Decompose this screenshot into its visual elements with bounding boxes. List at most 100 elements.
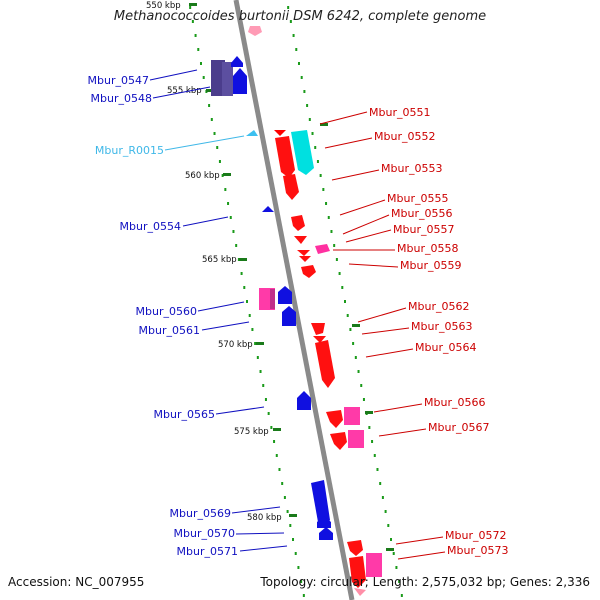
guide-dot <box>289 20 292 23</box>
guide-dot <box>221 174 224 177</box>
genome-stats: Topology: circular; Length: 2,575,032 bp… <box>260 575 590 589</box>
kbp-label-555: 555 kbp <box>167 86 202 96</box>
gene-label[interactable]: Mbur_0553 <box>381 162 442 175</box>
gene-feature-mbur-0553[interactable] <box>283 174 299 200</box>
guide-dot <box>398 580 401 583</box>
genome-backbone <box>233 0 355 600</box>
guide-dot <box>243 286 246 289</box>
guide-dot <box>199 62 202 65</box>
guide-dot <box>229 216 232 219</box>
gene-label[interactable]: Mbur_0555 <box>387 192 448 205</box>
guide-dot <box>373 454 376 457</box>
guide-dot <box>384 510 387 513</box>
guide-dot <box>292 538 295 541</box>
kbp-label-570: 570 kbp <box>218 340 253 350</box>
guide-dot <box>251 328 254 331</box>
gene-label[interactable]: Mbur_0571 <box>177 545 238 558</box>
gene-feature-mbur-0572[interactable] <box>347 540 363 556</box>
guide-dot <box>338 272 341 275</box>
gene-feature-mbur-0571[interactable] <box>319 527 333 540</box>
guide-dot <box>294 552 297 555</box>
guide-dot <box>379 482 382 485</box>
gene-features <box>211 26 382 596</box>
guide-dot <box>248 314 251 317</box>
gene-feature <box>278 286 292 304</box>
gene-feature-mbur-0566[interactable] <box>326 410 343 428</box>
guide-tracks <box>189 6 403 597</box>
svg-text:550 kbp: 550 kbp <box>146 1 181 11</box>
kbp-label-575: 575 kbp <box>234 427 269 437</box>
guide-dot <box>346 314 349 317</box>
gene-feature <box>349 556 366 588</box>
guide-dot <box>333 244 336 247</box>
guide-dot <box>278 468 281 471</box>
gene-feature-mbur-0554[interactable] <box>262 206 274 212</box>
gene-label[interactable]: Mbur_R0015 <box>95 144 164 157</box>
gene-label[interactable]: Mbur_0552 <box>374 130 435 143</box>
gene-label[interactable]: Mbur_0570 <box>174 527 235 540</box>
gene-label[interactable]: Mbur_0554 <box>120 220 181 233</box>
gene-feature-mbur-0551[interactable] <box>275 136 295 178</box>
gene-feature-mbur-0547[interactable] <box>211 60 225 96</box>
gene-label[interactable]: Mbur_0547 <box>88 74 149 87</box>
gene-label[interactable]: Mbur_0572 <box>445 529 506 542</box>
gene-label[interactable]: Mbur_0563 <box>411 320 472 333</box>
gene-feature-mbur-0565[interactable] <box>297 391 311 410</box>
gene-feature-mbur-r0015[interactable] <box>246 130 258 136</box>
gene-feature-mbur-0570[interactable] <box>317 516 331 528</box>
gene-label[interactable]: Mbur_0565 <box>154 408 215 421</box>
gene-label[interactable]: Mbur_0560 <box>136 305 197 318</box>
gene-label[interactable]: Mbur_0557 <box>393 223 454 236</box>
guide-dot <box>194 34 197 37</box>
gene-feature-mbur-0563[interactable] <box>313 336 326 343</box>
gene-label[interactable]: Mbur_0566 <box>424 396 485 409</box>
guide-dot <box>286 510 289 513</box>
gene-label[interactable]: Mbur_0558 <box>397 242 458 255</box>
guide-dot <box>287 6 290 9</box>
gene-label[interactable]: Mbur_0561 <box>139 324 200 337</box>
guide-dot <box>335 258 338 261</box>
guide-dot <box>314 146 317 149</box>
guide-dot <box>360 384 363 387</box>
guide-dot <box>208 104 211 107</box>
gene-feature-mbur-0558[interactable] <box>315 244 330 254</box>
guide-dot <box>275 454 278 457</box>
gene-feature-mbur-0555[interactable] <box>291 215 305 231</box>
guide-dot <box>213 132 216 135</box>
gene-feature-mbur-0552[interactable] <box>291 130 314 175</box>
gene-feature <box>233 68 247 94</box>
gene-feature-mbur-0573[interactable] <box>366 553 382 577</box>
guide-dot <box>289 524 292 527</box>
kbp-label-560: 560 kbp <box>185 171 220 181</box>
guide-dot <box>218 160 221 163</box>
gene-feature-mbur-0556[interactable] <box>294 236 307 244</box>
gene-feature-mbur-0559[interactable] <box>301 265 316 278</box>
gene-label[interactable]: Mbur_0562 <box>408 300 469 313</box>
gene-label[interactable]: Mbur_0569 <box>170 507 231 520</box>
guide-dot <box>259 370 262 373</box>
gene-feature-mbur-0557[interactable] <box>297 250 310 256</box>
gene-feature-mbur-0564[interactable] <box>315 340 335 388</box>
guide-dot <box>246 300 248 303</box>
gene-label[interactable]: Mbur_0551 <box>369 106 430 119</box>
gene-feature <box>270 289 275 309</box>
gene-label[interactable]: Mbur_0567 <box>428 421 489 434</box>
gene-feature-mbur-0561[interactable] <box>282 306 296 326</box>
gene-feature-mbur-0567[interactable] <box>330 432 347 450</box>
gene-label[interactable]: Mbur_0573 <box>447 544 508 557</box>
guide-dot <box>224 188 227 191</box>
gene-label[interactable]: Mbur_0548 <box>91 92 152 105</box>
gene-feature-mbur-0548[interactable] <box>222 62 233 96</box>
gene-label[interactable]: Mbur_0556 <box>391 207 452 220</box>
guide-dot <box>216 146 219 149</box>
guide-dot <box>325 202 328 205</box>
gene-label[interactable]: Mbur_0564 <box>415 341 476 354</box>
gene-feature <box>274 130 286 136</box>
guide-dot <box>189 6 192 9</box>
gene-feature-mbur-0569[interactable] <box>311 480 330 528</box>
guide-dot <box>311 132 314 135</box>
guide-dot <box>210 118 213 121</box>
gene-feature-mbur-0562[interactable] <box>311 323 325 335</box>
gene-label[interactable]: Mbur_0559 <box>400 259 461 272</box>
